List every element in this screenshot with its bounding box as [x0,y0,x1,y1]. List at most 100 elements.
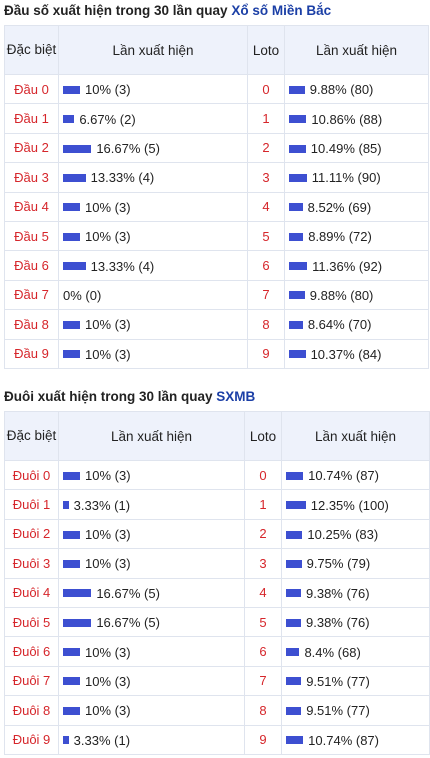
loto-occurrence-value: 11.36% (92) [312,258,383,274]
loto-occurrence-cell: 10.37% (84) [284,338,429,369]
special-occurrence-cell: 13.33% (4) [58,250,248,281]
header-loto: Loto [247,25,285,75]
header-occurrences: Lần xuất hiện [58,411,245,461]
special-frequency-bar [63,706,80,715]
table-row: Đầu 8 10% (3) 8 8.64% (70) [4,309,429,340]
special-occurrence-value: 16.67% (5) [96,585,160,601]
loto-occurrence-value: 12.35% (100) [310,497,389,513]
special-frequency-bar [63,262,86,271]
loto-occurrence-value: 9.88% (80) [309,82,374,98]
table-row: Đầu 0 10% (3) 0 9.88% (80) [4,73,429,105]
special-occurrence-cell: 16.67% (5) [58,132,248,164]
header-loto: Loto [244,411,282,461]
loto-occurrence-cell: 8.52% (69) [284,191,429,222]
loto-digit: 7 [244,665,282,697]
table-row: Đuôi 1 3.33% (1) 1 12.35% (100) [4,489,430,520]
loto-digit: 6 [244,636,282,667]
special-frequency-bar [63,501,69,510]
loto-digit: 9 [244,724,282,755]
table-row: Đầu 2 16.67% (5) 2 10.49% (85) [4,132,429,164]
loto-occurrence-cell: 12.35% (100) [281,489,430,520]
tail-label: Đuôi 7 [4,665,59,697]
loto-digit: 5 [244,606,282,638]
loto-occurrence-value: 9.38% (76) [306,615,370,631]
special-frequency-bar [63,173,86,182]
loto-occurrence-cell: 8.64% (70) [284,309,429,340]
special-frequency-bar [63,144,92,153]
section2-title-text: Đuôi xuất hiện trong 30 lần quay [4,389,213,404]
table-row: Đầu 4 10% (3) 4 8.52% (69) [4,191,429,222]
special-occurrence-value: 10% (3) [85,346,131,362]
loto-frequency-bar [286,618,301,627]
head-label: Đầu 0 [4,73,59,105]
head-label: Đầu 7 [4,279,59,311]
loto-occurrence-value: 10.37% (84) [310,346,382,362]
special-frequency-bar [63,85,80,94]
xsmb-link[interactable]: Xổ số Miền Bắc [231,3,332,18]
table-row: Đầu 7 0% (0) 7 9.88% (80) [4,279,429,311]
loto-occurrence-value: 10.49% (85) [310,141,382,156]
special-occurrence-value: 10% (3) [85,82,131,98]
loto-digit: 7 [247,279,285,311]
table-row: Đuôi 7 10% (3) 7 9.51% (77) [4,665,430,697]
tail-label: Đuôi 0 [4,459,59,491]
loto-frequency-bar [289,350,306,359]
special-occurrence-value: 13.33% (4) [90,258,155,274]
section1-title-text: Đầu số xuất hiện trong 30 lần quay [4,3,228,18]
tail-label: Đuôi 5 [4,606,59,638]
special-occurrence-cell: 10% (3) [58,518,245,550]
sxmb-link[interactable]: SXMB [216,389,256,404]
special-occurrence-cell: 3.33% (1) [58,724,245,755]
special-occurrence-cell: 10% (3) [58,220,248,252]
loto-digit: 0 [244,459,282,491]
special-occurrence-value: 10% (3) [85,527,131,542]
loto-occurrence-cell: 9.51% (77) [281,665,430,697]
loto-occurrence-cell: 8.89% (72) [284,220,429,252]
special-occurrence-value: 10% (3) [85,703,131,719]
special-occurrence-cell: 13.33% (4) [58,162,248,193]
header-occurrences: Lần xuất hiện [58,25,248,75]
loto-occurrence-cell: 10.25% (83) [281,518,430,550]
special-frequency-bar [63,677,80,686]
loto-occurrence-value: 9.88% (80) [309,287,374,303]
loto-frequency-bar [289,203,303,212]
tail-label: Đuôi 6 [4,636,59,667]
table-row: Đầu 1 6.67% (2) 1 10.86% (88) [4,103,429,134]
loto-frequency-bar [289,320,303,329]
header-special: Đặc biệt [4,25,59,75]
loto-digit: 8 [247,309,285,340]
loto-digit: 3 [244,548,282,579]
special-occurrence-cell: 10% (3) [58,191,248,222]
loto-occurrence-value: 9.38% (76) [306,585,370,601]
table-row: Đuôi 4 16.67% (5) 4 9.38% (76) [4,577,430,608]
tail-label: Đuôi 9 [4,724,59,755]
loto-digit: 4 [247,191,285,222]
loto-digit: 5 [247,220,285,252]
loto-frequency-bar [286,706,302,715]
head-label: Đầu 6 [4,250,59,281]
special-occurrence-cell: 6.67% (2) [58,103,248,134]
special-occurrence-value: 3.33% (1) [73,497,131,513]
special-occurrence-value: 10% (3) [85,199,131,215]
special-occurrence-cell: 10% (3) [58,73,248,105]
loto-occurrence-value: 8.4% (68) [304,644,361,660]
special-occurrence-cell: 16.67% (5) [58,577,245,608]
loto-occurrence-cell: 9.51% (77) [281,695,430,726]
table-header-row: Đặc biệt Lần xuất hiện Loto Lần xuất hiệ… [4,25,429,75]
special-frequency-bar [63,232,80,241]
loto-frequency-bar [289,85,305,94]
special-occurrence-cell: 10% (3) [58,548,245,579]
special-frequency-bar [63,350,80,359]
table-header-row: Đặc biệt Lần xuất hiện Loto Lần xuất hiệ… [4,411,430,461]
loto-occurrence-value: 8.89% (72) [308,229,372,245]
loto-digit: 3 [247,162,285,193]
special-occurrence-value: 13.33% (4) [90,170,155,186]
header-special: Đặc biệt [4,411,59,461]
loto-occurrence-value: 8.52% (69) [307,199,372,215]
section2-title: Đuôi xuất hiện trong 30 lần quay SXMB [4,389,255,404]
tail-label: Đuôi 3 [4,548,59,579]
table-row: Đầu 6 13.33% (4) 6 11.36% (92) [4,250,429,281]
loto-frequency-bar [286,648,300,657]
loto-digit: 2 [247,132,285,164]
table-row: Đuôi 2 10% (3) 2 10.25% (83) [4,518,430,550]
